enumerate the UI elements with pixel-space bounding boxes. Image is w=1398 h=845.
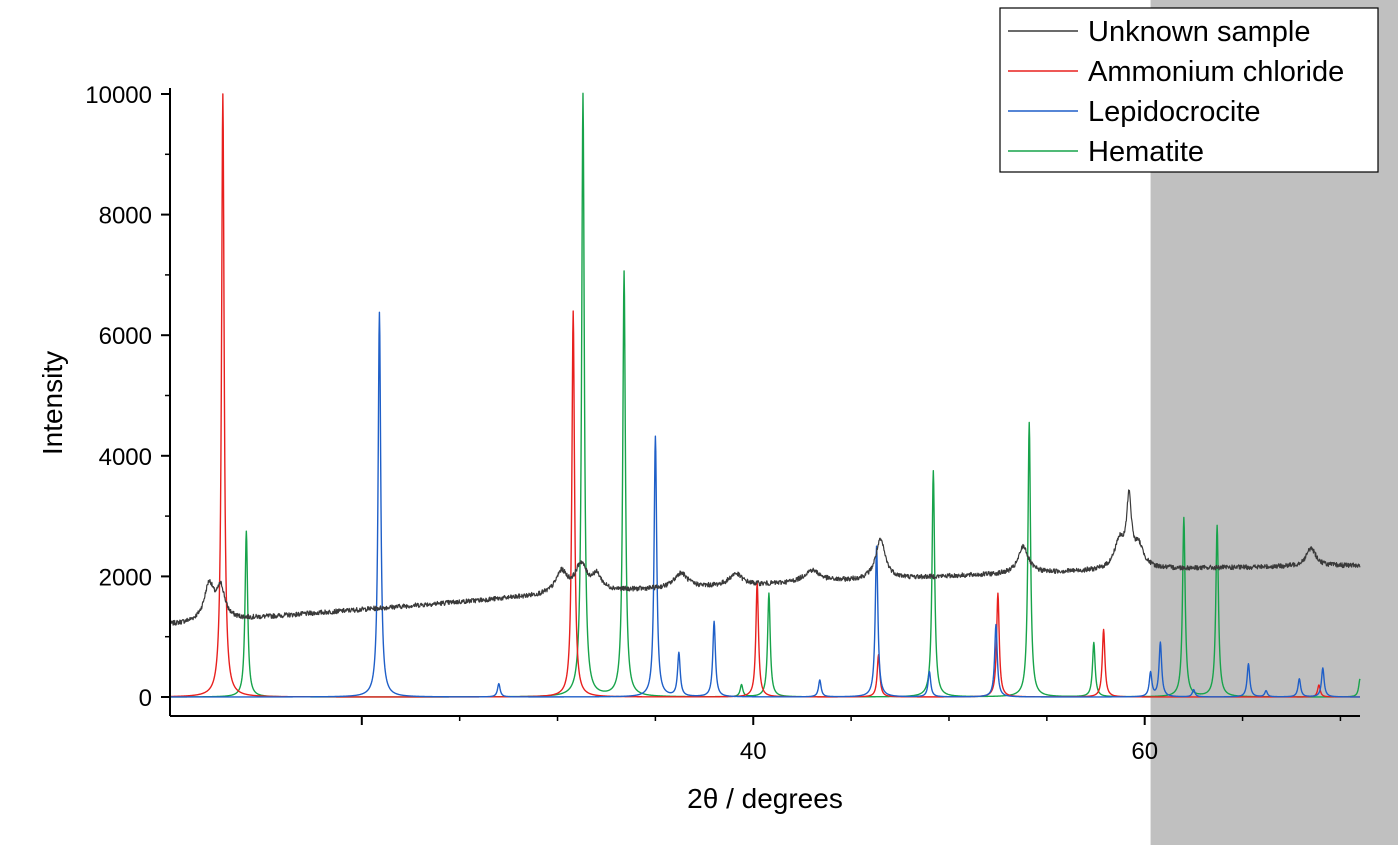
legend-box	[999, 7, 1379, 173]
y-tick-label: 0	[139, 685, 152, 712]
legend-label: Unknown sample	[1088, 16, 1310, 48]
x-tick-label: 60	[1131, 738, 1158, 765]
x-ticks: 40 60	[360, 716, 1342, 765]
x-tick-label: 40	[740, 738, 767, 765]
legend-label: Ammonium chloride	[1088, 56, 1344, 88]
y-tick-label: 2000	[99, 564, 152, 591]
y-ticks: 0 2000 4000 6000 8000 10000	[85, 82, 170, 712]
legend: Unknown sample Ammonium chloride Lepidocro…	[999, 7, 1379, 173]
y-tick-label: 4000	[99, 444, 152, 471]
y-tick-label: 10000	[85, 82, 152, 109]
y-tick-label: 6000	[99, 323, 152, 350]
legend-label: Hematite	[1088, 136, 1204, 168]
series-line-lepidocrocite	[169, 311, 1361, 698]
series-line-unknown-sample	[169, 489, 1361, 626]
y-axis-title: Intensity	[37, 351, 68, 455]
plot-series	[169, 92, 1361, 698]
x-axis-title: 2θ / degrees	[687, 783, 843, 814]
series-line-ammonium-chloride	[169, 93, 1361, 698]
legend-label: Lepidocrocite	[1088, 96, 1261, 128]
y-tick-label: 8000	[99, 203, 152, 230]
